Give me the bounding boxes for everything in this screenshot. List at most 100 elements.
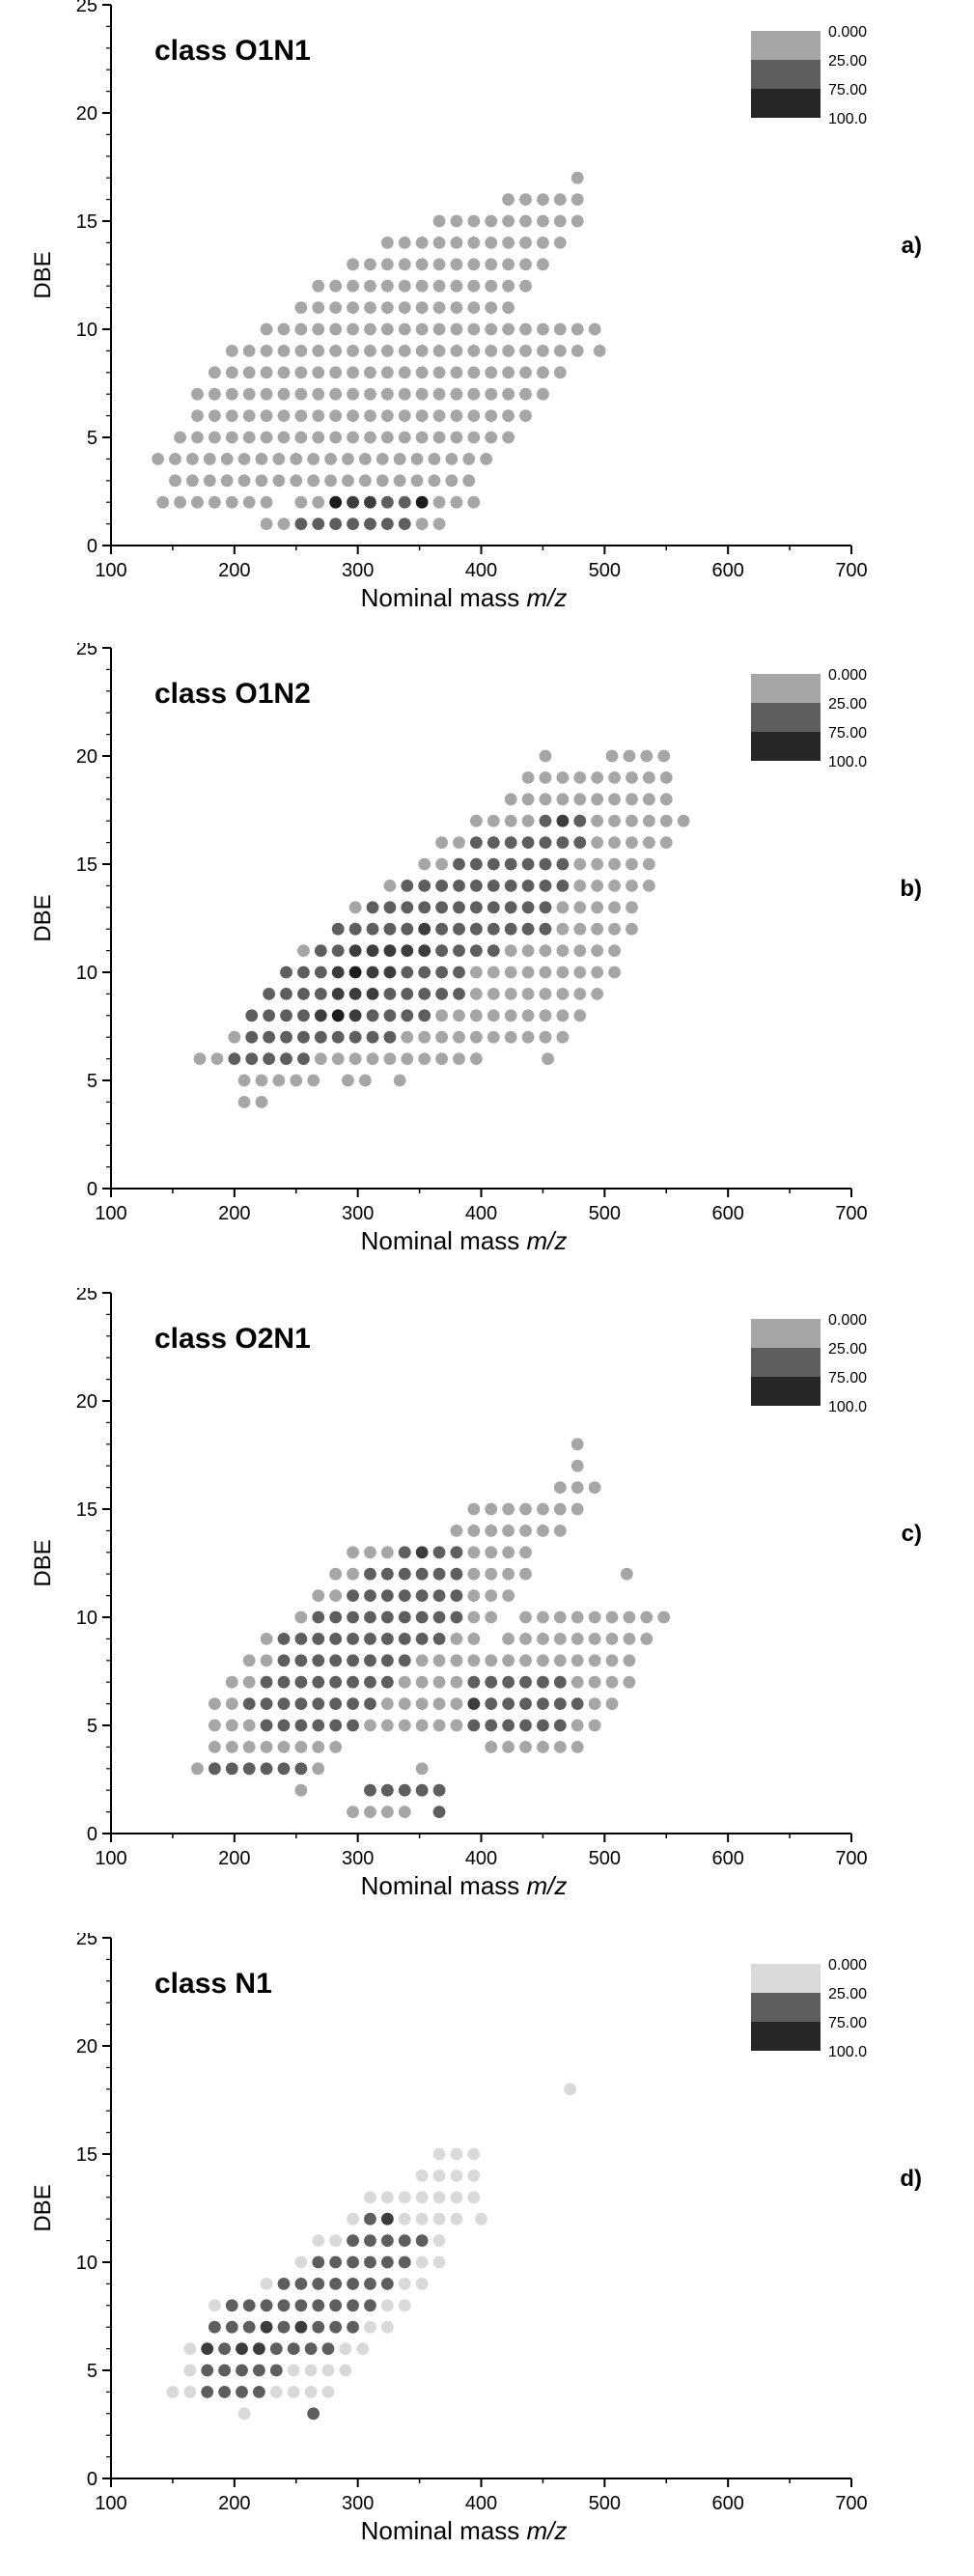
data-point <box>277 1719 291 1732</box>
data-point <box>432 322 446 336</box>
data-point <box>347 322 359 336</box>
data-point <box>342 1074 354 1087</box>
data-point <box>553 366 567 379</box>
y-axis-label: DBE <box>30 894 56 941</box>
legend-label: 100.0 <box>828 111 867 127</box>
data-point <box>435 1030 448 1044</box>
x-axis-label: Nominal mass m/z <box>361 1871 568 1900</box>
data-point <box>290 474 303 488</box>
data-point <box>287 2364 300 2377</box>
data-point <box>398 1567 411 1581</box>
data-point <box>432 1589 446 1602</box>
data-point <box>485 214 498 228</box>
data-point <box>380 366 394 379</box>
data-point <box>208 1741 221 1753</box>
data-point <box>640 1610 654 1624</box>
data-point <box>383 966 397 979</box>
data-point <box>312 279 325 293</box>
data-point <box>329 2255 343 2269</box>
data-point <box>297 1030 310 1044</box>
data-point <box>519 409 532 422</box>
data-point <box>428 453 441 465</box>
data-point <box>469 988 483 1000</box>
data-point <box>570 1654 584 1667</box>
data-point <box>191 1762 204 1776</box>
y-axis-label: DBE <box>30 2184 56 2231</box>
data-point <box>225 345 238 357</box>
data-point <box>380 1610 394 1624</box>
data-point <box>608 944 621 957</box>
data-point <box>329 387 343 401</box>
x-tick-label: 700 <box>835 1203 867 1224</box>
y-tick-label: 0 <box>87 536 97 557</box>
data-point <box>347 1719 359 1732</box>
data-point <box>380 2212 394 2226</box>
data-point <box>294 1697 308 1710</box>
data-point <box>485 258 498 271</box>
data-point <box>253 2364 265 2377</box>
data-point <box>410 474 424 488</box>
data-point <box>331 966 345 979</box>
data-point <box>347 1675 359 1689</box>
data-point <box>242 366 256 379</box>
data-point <box>347 387 359 401</box>
data-point <box>537 193 549 207</box>
data-point <box>255 474 268 488</box>
data-point <box>348 922 362 936</box>
data-point <box>462 453 476 465</box>
data-point <box>467 1675 481 1689</box>
data-point <box>297 944 310 957</box>
data-point <box>260 431 273 444</box>
data-point <box>588 1610 601 1624</box>
data-point <box>364 301 376 314</box>
data-point <box>537 366 549 379</box>
data-point <box>294 345 308 357</box>
data-point <box>208 409 221 422</box>
data-point <box>415 279 429 293</box>
data-point <box>364 387 376 401</box>
data-point <box>450 1654 463 1667</box>
data-point <box>485 366 498 379</box>
data-point <box>331 1052 345 1065</box>
data-point <box>364 1589 376 1602</box>
data-point <box>347 518 359 530</box>
data-point <box>260 1633 273 1645</box>
data-point <box>432 2234 446 2247</box>
data-point <box>312 495 325 509</box>
data-point <box>659 836 673 849</box>
data-point <box>605 1633 619 1645</box>
data-point <box>260 322 273 336</box>
data-point <box>312 1719 325 1732</box>
data-point <box>287 2386 300 2398</box>
data-point <box>432 2191 446 2204</box>
data-point <box>553 1525 567 1537</box>
data-point <box>314 944 327 957</box>
data-point <box>570 345 584 357</box>
data-point <box>329 518 343 530</box>
data-point <box>380 409 394 422</box>
data-point <box>623 1610 636 1624</box>
y-tick-label: 20 <box>76 1391 97 1413</box>
data-point <box>450 387 463 401</box>
data-point <box>294 1741 308 1753</box>
chart-title: class O1N2 <box>154 678 311 710</box>
data-point <box>277 431 291 444</box>
data-point <box>539 836 552 849</box>
data-point <box>467 2170 481 2182</box>
data-point <box>290 1074 303 1087</box>
legend-swatch <box>751 732 821 761</box>
data-point <box>380 2255 394 2269</box>
data-point <box>435 988 448 1000</box>
data-point <box>539 922 552 936</box>
data-point <box>591 922 604 936</box>
data-point <box>277 2278 291 2290</box>
y-tick-label: 10 <box>76 963 97 984</box>
data-point <box>364 409 376 422</box>
data-point <box>225 495 238 509</box>
data-point <box>570 1741 584 1753</box>
data-point <box>659 771 673 784</box>
data-point <box>185 453 199 465</box>
data-point <box>203 474 216 488</box>
data-point <box>521 857 535 871</box>
data-point <box>169 453 181 465</box>
